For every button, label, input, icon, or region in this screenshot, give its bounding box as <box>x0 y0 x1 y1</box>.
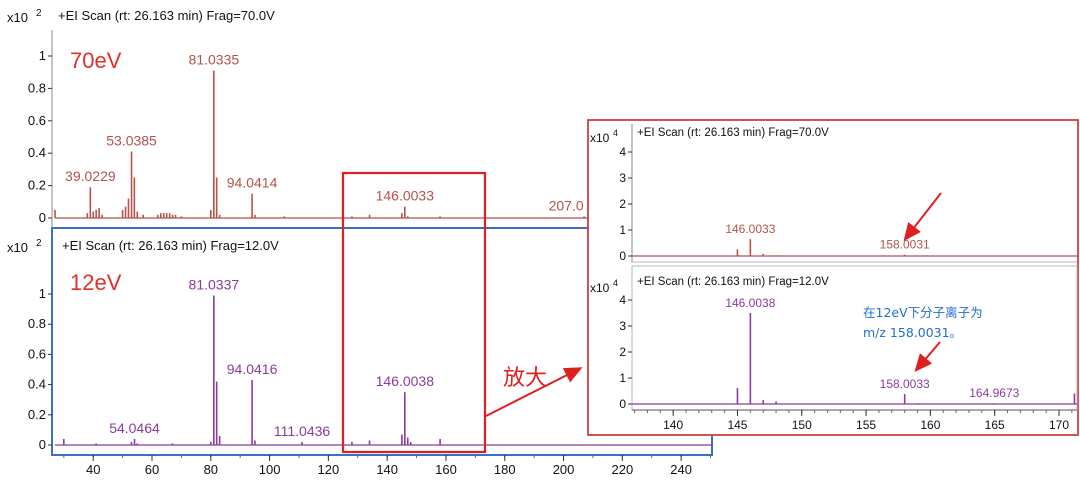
x-tick-label: 100 <box>259 462 281 477</box>
x-tick-label: 170 <box>1049 418 1069 432</box>
y-tick-label: 0.4 <box>28 377 46 392</box>
x-tick-label: 140 <box>376 462 398 477</box>
annotation-arrow-70ev <box>903 192 942 242</box>
y-tick-label: 0.2 <box>28 407 46 422</box>
peak-label: 81.0337 <box>189 277 240 293</box>
inset-panel-70ev: x10 4 +EI Scan (rt: 26.163 min) Frag=70.… <box>590 124 1077 263</box>
y-tick-label: 1 <box>39 286 46 301</box>
x-tick-label: 160 <box>920 418 940 432</box>
y-exponent: 4 <box>613 128 618 138</box>
zoom-inset: x10 4 +EI Scan (rt: 26.163 min) Frag=70.… <box>587 119 1079 436</box>
y-tick-label: 2 <box>619 197 626 211</box>
x-tick-label: 160 <box>435 462 457 477</box>
peak-label: 146.0033 <box>376 188 435 204</box>
peak-label: 158.0033 <box>880 377 930 391</box>
energy-label: 70eV <box>70 48 122 73</box>
y-tick-label: 1 <box>619 371 626 385</box>
y-tick-label: 1 <box>619 223 626 237</box>
y-exponent: 4 <box>613 278 618 288</box>
energy-label: 12eV <box>70 270 122 295</box>
inset-frame <box>587 119 1079 436</box>
peak-label: 158.0031 <box>880 238 930 252</box>
spectrum-panel-12ev: x10 2 +EI Scan (rt: 26.163 min) Frag=12.… <box>7 227 713 477</box>
x-tick-label: 200 <box>553 462 575 477</box>
y-tick-label: 0.6 <box>28 346 46 361</box>
zoom-arrow <box>485 367 583 417</box>
x-tick-label: 60 <box>145 462 159 477</box>
y-tick-label: 0.8 <box>28 316 46 331</box>
peak-label: 81.0335 <box>189 52 240 68</box>
y-tick-label: 4 <box>619 145 626 159</box>
zoom-label: 放大 <box>503 366 547 391</box>
y-exponent: 2 <box>36 8 42 19</box>
peak-label: 53.0385 <box>106 133 157 149</box>
y-exponent: 2 <box>36 238 42 249</box>
x-tick-label: 220 <box>611 462 633 477</box>
y-tick-label: 0.4 <box>28 145 46 160</box>
zoom-highlight-box <box>341 171 487 454</box>
peak-label: 111.0436 <box>274 423 331 439</box>
peak-label: 207.0 <box>549 197 584 213</box>
scan-title: +EI Scan (rt: 26.163 min) Frag=70.0V <box>58 8 275 23</box>
y-tick-label: 0 <box>39 210 46 225</box>
annotation-arrow-12ev <box>914 341 941 373</box>
x-tick-label: 145 <box>727 418 747 432</box>
y-tick-label: 3 <box>619 171 626 185</box>
spectrum-panel-70ev: x10 2 +EI Scan (rt: 26.163 min) Frag=70.… <box>7 8 712 228</box>
y-multiplier: x10 <box>590 281 610 295</box>
y-multiplier: x10 <box>590 131 610 145</box>
molecular-ion-note-line2: m/z 158.0031。 <box>863 325 962 340</box>
y-tick-label: 4 <box>619 293 626 307</box>
x-tick-label: 155 <box>856 418 876 432</box>
y-tick-label: 3 <box>619 319 626 333</box>
y-tick-label: 0.8 <box>28 80 46 95</box>
y-multiplier: x10 <box>7 240 28 255</box>
y-tick-label: 0 <box>619 397 626 411</box>
x-tick-label: 165 <box>985 418 1005 432</box>
x-tick-label: 40 <box>86 462 100 477</box>
y-tick-label: 1 <box>39 48 46 63</box>
y-tick-label: 0.6 <box>28 113 46 128</box>
y-tick-label: 0.2 <box>28 178 46 193</box>
scan-title: +EI Scan (rt: 26.163 min) Frag=70.0V <box>637 127 829 139</box>
peak-label: 146.0038 <box>376 373 435 389</box>
peak-label: 54.0464 <box>109 420 160 436</box>
scan-title: +EI Scan (rt: 26.163 min) Frag=12.0V <box>62 238 279 253</box>
x-tick-label: 240 <box>670 462 692 477</box>
x-tick-label: 140 <box>663 418 683 432</box>
y-tick-label: 2 <box>619 345 626 359</box>
molecular-ion-note-line1: 在12eV下分子离子为 <box>863 305 983 320</box>
peak-label: 39.0229 <box>65 168 116 184</box>
y-tick-label: 0 <box>39 437 46 452</box>
scan-title: +EI Scan (rt: 26.163 min) Frag=12.0V <box>637 276 829 288</box>
x-tick-label: 80 <box>204 462 218 477</box>
x-tick-label: 180 <box>494 462 516 477</box>
peak-label: 94.0416 <box>227 361 278 377</box>
y-multiplier: x10 <box>7 10 28 25</box>
peak-label: 94.0414 <box>227 175 278 191</box>
x-tick-label: 150 <box>792 418 812 432</box>
inset-panel-12ev: x10 4 +EI Scan (rt: 26.163 min) Frag=12.… <box>590 265 1078 432</box>
x-tick-label: 120 <box>318 462 340 477</box>
peak-label: 146.0038 <box>725 296 775 310</box>
peak-label: 146.0033 <box>725 222 775 236</box>
peak-label: 164.9673 <box>969 386 1019 400</box>
y-tick-label: 0 <box>619 249 626 263</box>
